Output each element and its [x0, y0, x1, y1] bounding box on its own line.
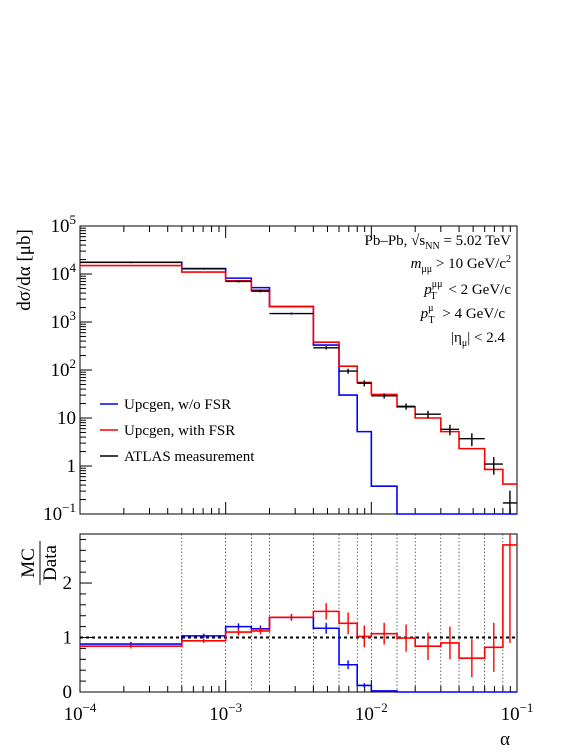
- main-y-tick-label: 102: [51, 356, 77, 381]
- ratio-x-axis-label: α: [500, 729, 510, 750]
- legend: Upcgen, w/o FSR Upcgen, with FSR ATLAS m…: [100, 397, 255, 465]
- ratio-panel: 0 1 2 10−4 10−3 10−2 10−1 MC Data α: [18, 533, 534, 750]
- main-y-ticks: 10−1 1 10 102 103 104 105: [43, 212, 92, 525]
- ratio-y-axis-label: MC Data: [18, 541, 61, 585]
- ratio-x-tick-label: 10−2: [355, 700, 388, 725]
- legend-label-no-fsr: Upcgen, w/o FSR: [124, 397, 231, 413]
- ratio-plot-frame: [79, 533, 518, 693]
- ratio-x-tick-label: 10−3: [209, 700, 242, 725]
- main-y-tick-label: 103: [51, 308, 77, 333]
- ratio-y-ticks: 0 1 2: [63, 538, 92, 703]
- main-y-axis-label: dσ/dα [μb]: [14, 229, 35, 311]
- main-x-ticks: [79, 226, 518, 514]
- annotation-mass: mμμ > 10 GeV/c2: [411, 254, 511, 275]
- ratio-x-tick-label: 10−1: [501, 700, 534, 725]
- ratio-y-tick-label: 1: [63, 628, 73, 649]
- main-y-tick-label: 104: [51, 260, 77, 285]
- main-y-tick-label: 10−1: [43, 500, 76, 525]
- main-y-tick-label: 105: [51, 212, 77, 237]
- ratio-series: [80, 534, 517, 693]
- ratio-y-tick-label: 0: [63, 682, 73, 703]
- annotation-system: Pb–Pb, √sNN = 5.02 TeV: [364, 233, 511, 252]
- ratio-grid: [80, 534, 517, 692]
- annotation-block: Pb–Pb, √sNN = 5.02 TeV mμμ > 10 GeV/c2 p…: [364, 233, 511, 349]
- legend-label-atlas: ATLAS measurement: [124, 449, 255, 465]
- legend-label-with-fsr: Upcgen, with FSR: [124, 423, 235, 439]
- annotation-pt-muon: pμ T > 4 GeV/c: [420, 303, 506, 326]
- annotation-eta: |ημ| < 2.4: [451, 330, 505, 349]
- annotation-pt-pair: pμμ T < 2 GeV/c: [423, 279, 511, 302]
- main-y-tick-label: 10: [57, 408, 76, 429]
- main-y-tick-label: 1: [67, 456, 77, 477]
- main-series: [80, 261, 517, 515]
- ratio-y-label-numerator: MC: [18, 548, 39, 578]
- main-panel: 10−1 1 10 102 103 104 105 dσ/dα [μb] Pb–Pb, √s…: [14, 212, 518, 525]
- ratio-y-label-denominator: Data: [40, 545, 61, 581]
- ratio-y-tick-label: 2: [63, 573, 73, 594]
- ratio-series-line-no-fsr: [80, 616, 517, 693]
- ratio-x-tick-label: 10−4: [64, 700, 97, 725]
